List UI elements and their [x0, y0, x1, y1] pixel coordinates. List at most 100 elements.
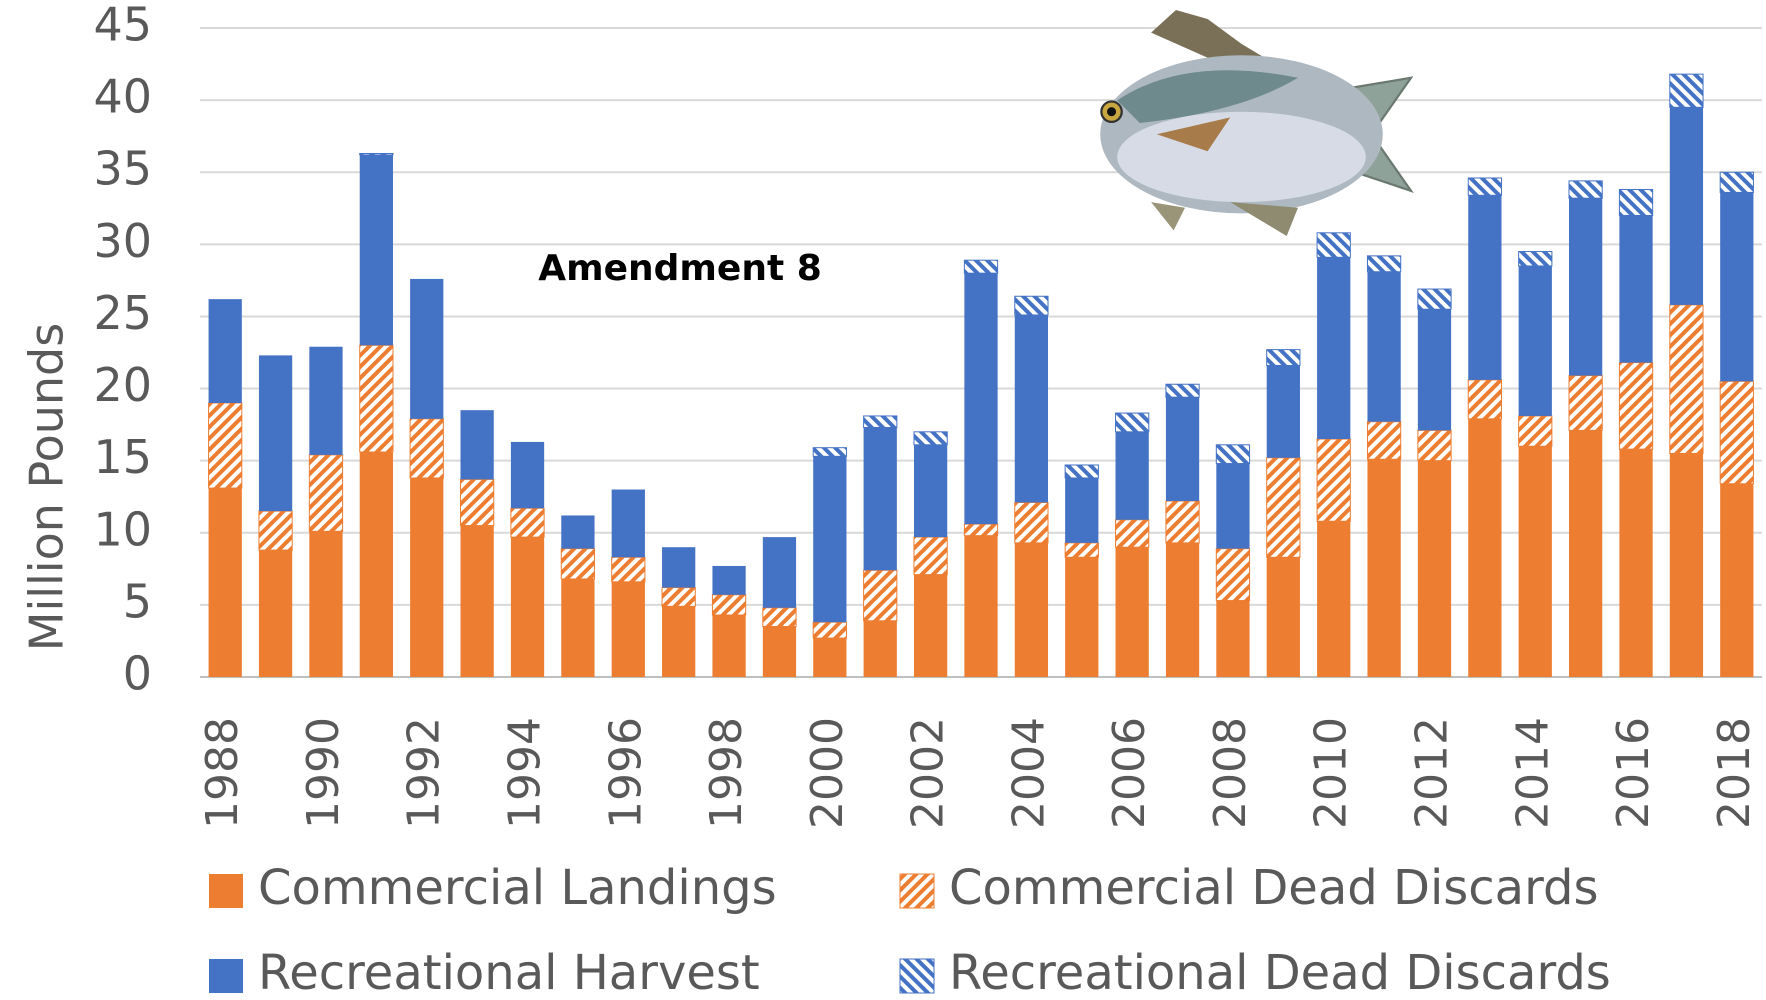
- bar-segment: [913, 536, 948, 576]
- bar-segment: [208, 299, 242, 403]
- bar-segment: [712, 565, 746, 595]
- bar-segment: [561, 578, 595, 677]
- bar-segment: [560, 548, 596, 580]
- bar-segment: [1014, 542, 1049, 677]
- legend-swatch: [899, 873, 935, 909]
- bar-segment: [1316, 232, 1351, 258]
- bar-segment: [662, 606, 696, 677]
- bar-segment: [460, 410, 494, 480]
- x-tick-label: 2010: [1306, 717, 1357, 829]
- bar-segment: [1366, 421, 1402, 460]
- plot-area: 0 5 10 15 20 25 30 35 40 45 1988 1990 1992 1994 1996 19…: [93, 0, 1762, 829]
- bar-segment: [1569, 430, 1603, 677]
- bar-segment: [964, 535, 998, 677]
- bar-segment: [1417, 288, 1452, 310]
- bar-segment: [1618, 189, 1654, 216]
- y-tick-label: 10: [93, 502, 152, 556]
- legend-label: Recreational Harvest: [258, 945, 760, 996]
- bar-segment: [863, 569, 898, 622]
- x-tick-label: 2012: [1406, 717, 1457, 829]
- bar-segment: [1165, 542, 1200, 677]
- bar-segment: [813, 456, 847, 623]
- bar-segment: [258, 510, 293, 551]
- bar-segment: [1266, 349, 1301, 366]
- y-tick-label: 45: [93, 0, 152, 52]
- bar-segment: [611, 556, 646, 583]
- bar-segment: [1720, 483, 1754, 677]
- bar-segment: [1165, 383, 1200, 398]
- x-tick-label: 1994: [500, 717, 551, 829]
- legend-label: Recreational Dead Discards: [949, 945, 1611, 996]
- bar-segment: [460, 478, 495, 527]
- bar-segment: [1366, 255, 1402, 273]
- bar-segment: [1417, 309, 1452, 431]
- bar-segment: [359, 152, 394, 156]
- bar-segment: [913, 431, 948, 446]
- bar-segment: [1518, 446, 1552, 677]
- bar-segment: [863, 427, 897, 571]
- bar-segment: [1719, 380, 1754, 485]
- bar-segment: [813, 638, 847, 677]
- bar-segment: [1568, 375, 1603, 431]
- bar-segment: [1619, 449, 1653, 677]
- bar-segment: [1569, 198, 1603, 376]
- bar-segment: [661, 587, 696, 607]
- bar-segment: [510, 537, 545, 677]
- bar-segment: [258, 550, 293, 677]
- bar-segment: [812, 447, 847, 457]
- y-tick-label: 0: [123, 647, 152, 701]
- bar-segment: [1165, 397, 1200, 502]
- bar-segment: [258, 355, 293, 512]
- bar-segment: [410, 477, 444, 677]
- bar-segment: [1165, 500, 1200, 544]
- bar-segment: [1266, 557, 1300, 677]
- bar-segment: [1669, 107, 1704, 305]
- y-tick-label: 40: [93, 70, 152, 124]
- bar-segment: [1215, 444, 1251, 465]
- bar-segment: [1468, 195, 1502, 380]
- bar-segment: [1367, 459, 1401, 677]
- bar-segment: [1518, 251, 1553, 267]
- x-tick-label: 2006: [1104, 717, 1155, 829]
- bar-segment: [1014, 501, 1049, 544]
- legend-label: Commercial Landings: [258, 860, 777, 916]
- bar-segment: [359, 344, 394, 453]
- bar-segment: [1065, 477, 1099, 543]
- bar-segment: [1115, 519, 1150, 548]
- bar-segment: [1216, 600, 1250, 677]
- bar-segment: [1719, 171, 1754, 193]
- bar-segment: [410, 278, 444, 419]
- bar-segment: [1065, 557, 1099, 677]
- x-tick-label: 1996: [600, 717, 651, 829]
- x-tick-label: 1990: [298, 717, 349, 829]
- bar-segment: [1568, 180, 1603, 199]
- bar-segment: [913, 574, 948, 677]
- bar-segment: [1064, 542, 1099, 558]
- bar-segment: [762, 607, 797, 628]
- bar-segment: [964, 273, 998, 525]
- bar-segment: [762, 537, 797, 608]
- bar-segment: [208, 488, 242, 677]
- bar-segment: [309, 346, 343, 455]
- bar-segment: [1014, 295, 1049, 316]
- bar-segment: [812, 621, 847, 639]
- x-tick-label: 2002: [903, 717, 954, 829]
- bar-segment: [1518, 265, 1552, 416]
- legend-swatch: [209, 874, 243, 908]
- bar-segment: [409, 418, 444, 479]
- x-tick-label: 2008: [1205, 717, 1256, 829]
- bar-segment: [561, 515, 595, 549]
- bar-segment: [1669, 453, 1704, 677]
- legend-label: Commercial Dead Discards: [949, 860, 1598, 916]
- x-tick-label: 1998: [701, 717, 752, 829]
- bar-segment: [510, 441, 545, 509]
- bar-segment: [1216, 463, 1250, 549]
- bar-segment: [1720, 192, 1754, 382]
- legend: Commercial Landings Commercial Dead Disca…: [209, 860, 1611, 1000]
- x-tick-label: 1988: [197, 717, 248, 829]
- x-tick-label: 2004: [1003, 717, 1054, 829]
- bar-segment: [1266, 457, 1301, 558]
- bar-segment: [1467, 379, 1502, 420]
- bar-segment: [963, 259, 999, 274]
- x-tick-label: 2014: [1507, 717, 1558, 829]
